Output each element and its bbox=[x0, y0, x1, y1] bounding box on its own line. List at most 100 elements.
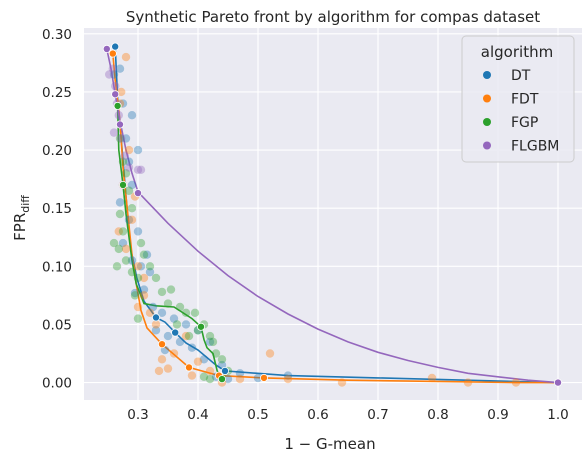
front-lines bbox=[106, 46, 559, 384]
scatter-point-fgp bbox=[115, 134, 125, 143]
scatter-point-flgbm bbox=[105, 70, 114, 79]
x-tick-labels: 0.3 0.4 0.5 0.6 0.7 0.8 0.9 1.0 bbox=[127, 407, 568, 423]
front-marker-flgbm bbox=[102, 44, 111, 53]
scatter-point-fdt bbox=[121, 52, 131, 62]
y-axis-label: FPRdiff bbox=[11, 195, 32, 241]
scatter-point-dt bbox=[121, 134, 131, 143]
scatter-point-fgp bbox=[190, 308, 200, 318]
scatter-point-dt bbox=[253, 373, 263, 383]
front-marker-flgbm bbox=[133, 189, 142, 198]
scatter-point-dt bbox=[133, 227, 143, 236]
scatter-point-fgp bbox=[199, 372, 209, 381]
scatter-point-fdt bbox=[283, 374, 293, 384]
y-axis-label-sub: diff bbox=[19, 195, 32, 213]
front-marker-fdt bbox=[184, 363, 193, 372]
scatter-point-dt bbox=[181, 320, 191, 329]
scatter-point-dt bbox=[118, 238, 128, 248]
scatter-point-fgp bbox=[181, 308, 191, 318]
scatter-point-fgp bbox=[157, 287, 167, 297]
scatter-point-fgp bbox=[127, 203, 137, 213]
scatter-point-fgp bbox=[151, 273, 161, 283]
scatter-point-dt bbox=[124, 157, 134, 166]
scatter-point-fgp bbox=[139, 250, 149, 259]
legend-marker-flgbm bbox=[483, 141, 491, 150]
scatter-point-fgp bbox=[175, 302, 185, 312]
scatter-point-flgbm bbox=[117, 134, 126, 143]
front-marker-fdt bbox=[157, 340, 166, 349]
y-axis-label-main: FPR bbox=[11, 213, 29, 241]
front-marker-dt bbox=[171, 328, 180, 337]
legend-title: algorithm bbox=[481, 43, 553, 61]
scatter-point-fdt bbox=[154, 366, 164, 376]
scatter-point-fdt bbox=[427, 373, 437, 383]
scatter-point-fdt bbox=[265, 349, 275, 358]
scatter-point-fgp bbox=[124, 186, 134, 195]
scatter-point-fdt bbox=[163, 364, 173, 373]
scatter-point-fgp bbox=[115, 209, 125, 219]
scatter-point-dt bbox=[151, 326, 161, 335]
scatter-point-fgp bbox=[163, 299, 173, 308]
scatter-point-dt bbox=[283, 371, 293, 380]
x-tick-label: 1.0 bbox=[547, 407, 568, 423]
scatter-point-fgp bbox=[114, 244, 124, 254]
scatter-point-dt bbox=[187, 343, 197, 352]
legend-label-fdt: FDT bbox=[511, 92, 539, 108]
y-tick-label: 0.00 bbox=[42, 376, 72, 392]
scatter-point-dt bbox=[163, 331, 173, 341]
scatter-point-fdt bbox=[511, 378, 521, 387]
scatter-point-fdt bbox=[127, 215, 137, 225]
front-marker-fgp bbox=[119, 180, 128, 189]
scatter-point-fdt bbox=[187, 371, 197, 380]
scatter-point-fdt bbox=[235, 374, 245, 384]
scatter-point-dt bbox=[223, 374, 233, 384]
front-marker-fgp bbox=[217, 375, 226, 384]
scatter-point-flgbm bbox=[136, 165, 146, 175]
scatter-point-dt bbox=[139, 285, 149, 294]
front-line-flgbm bbox=[106, 48, 559, 384]
scatter-point-dt bbox=[130, 288, 140, 298]
scatter-point-dt bbox=[157, 308, 167, 318]
x-tick-label: 0.4 bbox=[187, 407, 208, 423]
scatter-point-dt bbox=[127, 256, 137, 265]
scatter-point-fdt bbox=[463, 378, 473, 387]
scatter-point-fdt bbox=[151, 320, 161, 329]
scatter-point-fgp bbox=[127, 267, 137, 277]
front-marker-fdt bbox=[259, 373, 268, 382]
scatter-point-dt bbox=[199, 355, 209, 364]
scatter-point-dt bbox=[109, 70, 119, 79]
legend-marker-dt bbox=[483, 71, 491, 79]
scatter-point-fdt bbox=[193, 357, 203, 366]
scatter-point-dt bbox=[205, 337, 215, 347]
scatter-point-fdt bbox=[181, 331, 191, 341]
scatter-point-fgp bbox=[133, 314, 143, 323]
scatter-point-fgp bbox=[145, 262, 155, 271]
scatter-point-fgp bbox=[112, 262, 122, 271]
scatter-point-fgp bbox=[205, 374, 215, 384]
scatter-point-flgbm bbox=[120, 151, 129, 161]
front-line-fdt bbox=[112, 53, 558, 384]
scatter-point-dt bbox=[169, 314, 179, 323]
y-tick-label: 0.25 bbox=[42, 85, 72, 101]
x-tick-label: 0.6 bbox=[307, 407, 328, 423]
scatter-point-fdt bbox=[157, 355, 167, 364]
scatter-point-fdt bbox=[114, 227, 124, 236]
scatter-point-fdt bbox=[124, 145, 134, 155]
front-marker-fdt bbox=[108, 49, 117, 58]
scatter-point-fgp bbox=[121, 256, 131, 265]
scatter-point-fgp bbox=[205, 331, 215, 341]
front-marker-flgbm bbox=[554, 378, 563, 387]
scatter-point-fdt bbox=[139, 273, 149, 283]
scatter-point-fgp bbox=[211, 349, 221, 358]
front-marker-fgp bbox=[196, 322, 205, 331]
scatter-point-fgp bbox=[118, 227, 128, 236]
scatter-point-dt bbox=[115, 198, 125, 207]
scatter-point-fgp bbox=[136, 238, 146, 248]
legend-marker-fdt bbox=[483, 94, 491, 103]
scatter-point-fgp bbox=[208, 337, 218, 347]
scatter-point-fgp bbox=[118, 157, 128, 166]
scatter-point-dt bbox=[133, 145, 143, 155]
front-marker-fgp bbox=[113, 101, 122, 110]
front-marker-dt bbox=[111, 42, 120, 51]
scatter-point-flgbm bbox=[124, 163, 134, 172]
